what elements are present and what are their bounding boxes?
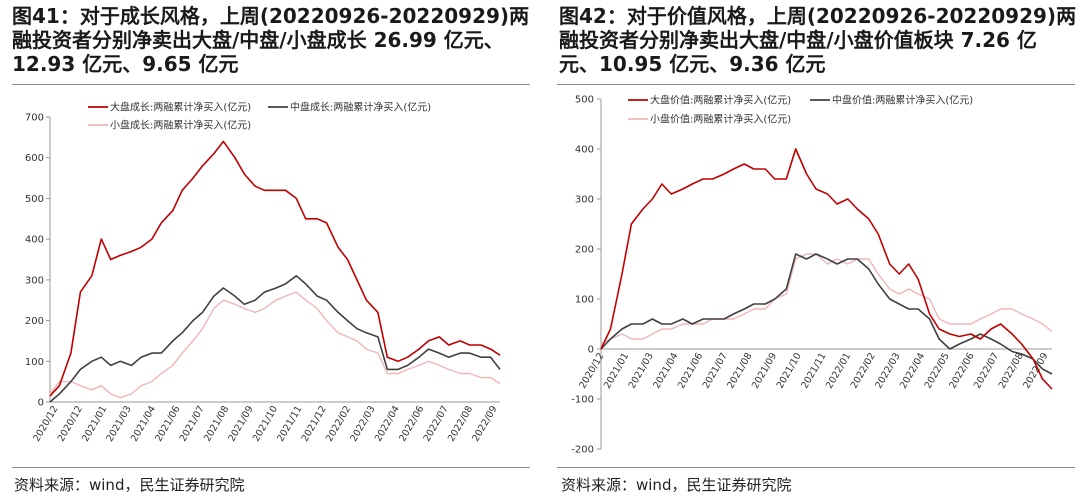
- growth-style-margin-chart: 70060050040030020010002020/122020/122021…: [25, 101, 501, 444]
- figure-42-top-divider: [557, 84, 1075, 85]
- value-legend-label-small: 小盘价值:两融累计净买入(亿元): [650, 113, 791, 126]
- figure-42-title-line-1: 图42：对于价值风格，上周(20220926-20220929)两: [559, 4, 1077, 28]
- value-series-line-mid: [600, 253, 1053, 375]
- figure-42-title-line-2: 融投资者分别净卖出大盘/中盘/小盘价值板块 7.26 亿: [559, 28, 1037, 52]
- growth-legend-label-large: 大盘成长:两融累计净买入(亿元): [110, 101, 251, 114]
- value-y-tick-label: 400: [575, 145, 594, 156]
- value-y-tick-label: 200: [575, 245, 594, 256]
- value-y-tick-label: -200: [571, 445, 594, 456]
- value-y-tick-label: 300: [575, 195, 594, 206]
- figure-41-title: 图41：对于成长风格，上周(20220926-20220929)两 融投资者分别…: [12, 4, 532, 76]
- growth-legend-label-mid: 中盘成长:两融累计净买入(亿元): [290, 101, 431, 114]
- growth-y-tick-label: 200: [25, 316, 44, 327]
- figure-41-top-divider: [12, 84, 530, 85]
- figure-41-title-line-1: 图41：对于成长风格，上周(20220926-20220929)两: [12, 4, 530, 28]
- figure-42-title: 图42：对于价值风格，上周(20220926-20220929)两 融投资者分别…: [559, 4, 1077, 76]
- growth-y-tick-label: 600: [25, 153, 44, 164]
- figure-42-source: 资料来源：wind，民生证券研究院: [561, 476, 792, 494]
- value-y-tick-label: 100: [575, 295, 594, 306]
- growth-legend-label-small: 小盘成长:两融累计净买入(亿元): [110, 119, 251, 132]
- figure-41-title-line-3: 12.93 亿元、9.65 亿元: [12, 52, 239, 76]
- figure-41-bottom-divider: [12, 467, 530, 468]
- growth-y-tick-label: 300: [25, 275, 44, 286]
- growth-series-line-small: [49, 291, 501, 399]
- value-series-line-small: [600, 253, 1053, 345]
- growth-y-tick-label: 700: [25, 113, 44, 124]
- growth-y-tick-label: 0: [38, 398, 44, 409]
- growth-series-line-large: [49, 140, 501, 397]
- value-style-margin-chart: 5004003002001000-100-2002020/122021/0120…: [571, 94, 1053, 456]
- figure-42-bottom-divider: [557, 467, 1075, 468]
- figure-41-source: 资料来源：wind，民生证券研究院: [14, 476, 245, 494]
- growth-y-tick-label: 400: [25, 235, 44, 246]
- growth-series-line-mid: [49, 275, 501, 403]
- figure-42-title-line-3: 元、10.95 亿元、9.36 亿元: [559, 52, 826, 76]
- value-y-tick-label: 500: [575, 95, 594, 106]
- value-y-tick-label: 0: [588, 345, 594, 356]
- value-legend-label-large: 大盘价值:两融累计净买入(亿元): [650, 94, 791, 107]
- value-y-tick-label: -100: [571, 395, 594, 406]
- value-series-line-large: [600, 148, 1053, 390]
- growth-y-tick-label: 500: [25, 194, 44, 205]
- value-legend-label-mid: 中盘价值:两融累计净买入(亿元): [832, 94, 973, 107]
- growth-y-tick-label: 100: [25, 357, 44, 368]
- figure-41-title-line-2: 融投资者分别净卖出大盘/中盘/小盘成长 26.99 亿元、: [12, 28, 504, 52]
